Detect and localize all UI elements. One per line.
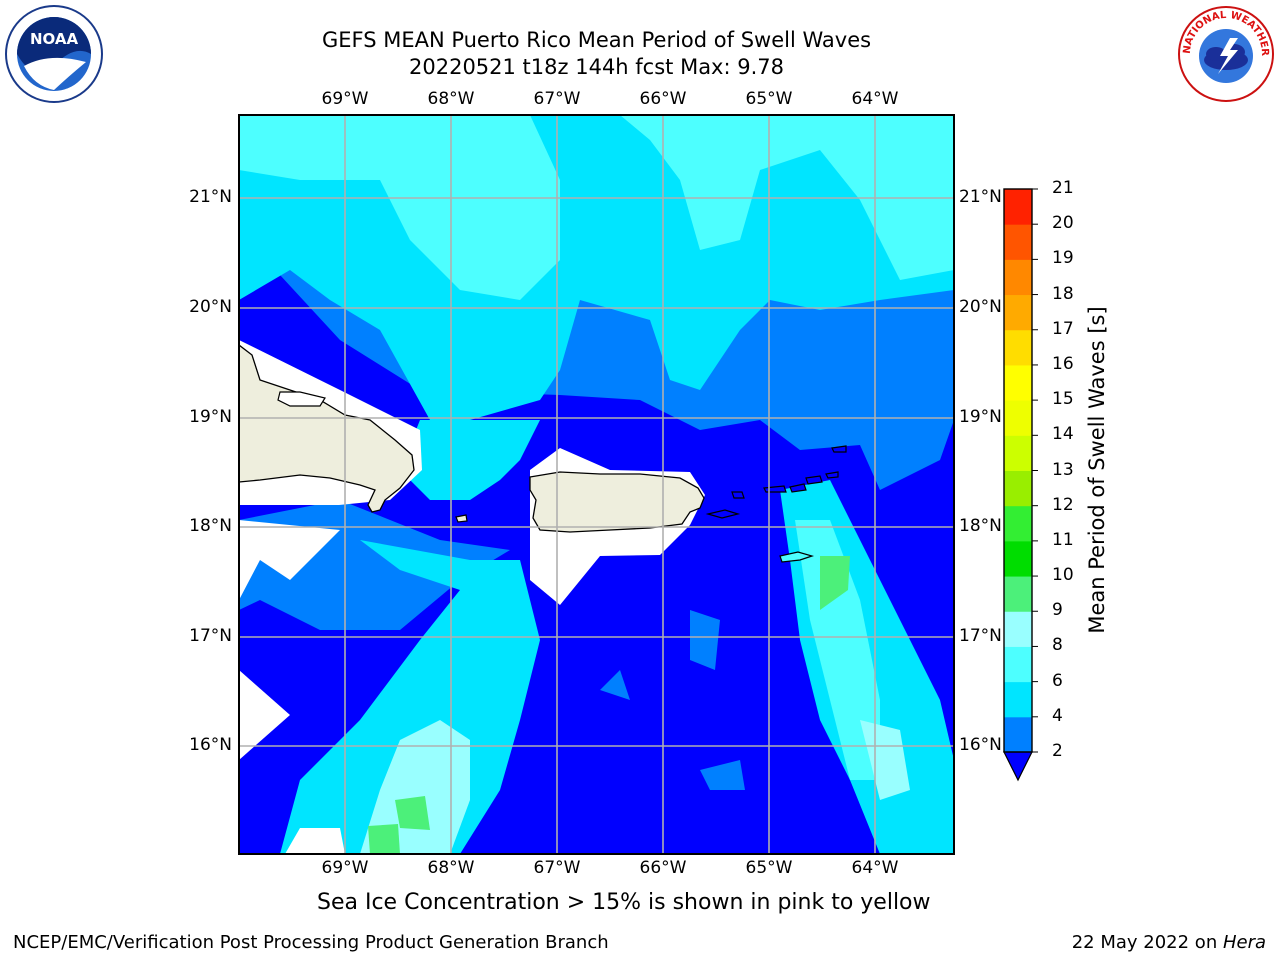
field-cyan-east-light: [795, 520, 880, 780]
lat-tick-right-18n: 18°N: [959, 516, 1002, 536]
footer-credit: NCEP/EMC/Verification Post Processing Pr…: [13, 932, 609, 953]
colorbar-tick-label: 12: [1052, 494, 1074, 515]
footer-date-text: 22 May 2022 on: [1071, 932, 1223, 953]
footer-date: 22 May 2022 on Hera: [1072, 932, 1266, 953]
colorbar-tick-label: 13: [1052, 459, 1074, 480]
colorbar-cell: [1004, 435, 1032, 471]
missing-data-sw: [239, 670, 290, 760]
colorbar-cell: [1004, 364, 1032, 401]
lon-tick-bottom-67w: 67°W: [533, 858, 581, 878]
colorbar-cell: [1004, 576, 1032, 612]
field-mid-blue-patch-1: [600, 670, 630, 700]
lon-tick-top-65w: 65°W: [745, 89, 793, 109]
colorbar-tick-label: 8: [1052, 635, 1063, 656]
swell-field: [239, 115, 954, 854]
samana-outline: [277, 391, 326, 407]
colorbar-cell: [1004, 540, 1032, 577]
missing-data-west: [239, 520, 340, 600]
colorbar-under-arrow: [1003, 751, 1033, 782]
colorbar-tick-label: 16: [1052, 353, 1074, 374]
colorbar-cell: [1004, 611, 1032, 647]
colorbar-tick-label: 11: [1052, 529, 1074, 550]
lon-tick-top-69w: 69°W: [321, 89, 369, 109]
lat-tick-right-16n: 16°N: [959, 735, 1002, 755]
tortola-island: [789, 483, 807, 493]
lat-tick-left-19n: 19°N: [189, 407, 232, 427]
colorbar-tick-label: 20: [1052, 213, 1074, 234]
lon-tick-bottom-69w: 69°W: [321, 858, 369, 878]
field-mid-blue-patch-3: [690, 610, 720, 670]
lon-tick-top-66w: 66°W: [639, 89, 687, 109]
lat-tick-left-16n: 16°N: [189, 735, 232, 755]
colorbar-tick-label: 19: [1052, 248, 1074, 269]
field-green-plume-1: [395, 796, 430, 830]
colorbar-cell: [1004, 505, 1032, 542]
map-frame: [238, 114, 955, 855]
anguilla-island: [831, 445, 847, 453]
virgin-gorda-island: [805, 475, 823, 485]
lon-tick-bottom-64w: 64°W: [851, 858, 899, 878]
lon-tick-top-64w: 64°W: [851, 89, 899, 109]
lat-tick-right-19n: 19°N: [959, 407, 1002, 427]
colorbar-tick-label: 9: [1052, 600, 1063, 621]
colorbar-cell: [1004, 294, 1032, 331]
noaa-logo: NOAA: [4, 4, 104, 104]
culebra-island: [731, 491, 745, 499]
colorbar-tick-label: 15: [1052, 389, 1074, 410]
lat-tick-right-17n: 17°N: [959, 626, 1002, 646]
field-cyan-light-ne: [620, 115, 954, 280]
noaa-logo-text: NOAA: [30, 30, 79, 48]
sea-ice-note-text: Sea Ice Concentration > 15% is shown in …: [317, 890, 931, 915]
lon-tick-bottom-65w: 65°W: [745, 858, 793, 878]
footer-system: Hera: [1222, 932, 1266, 953]
lat-tick-left-21n: 21°N: [189, 187, 232, 207]
colorbar-tick-label: 18: [1052, 283, 1074, 304]
colorbar-tick-label: 21: [1052, 178, 1074, 198]
nws-logo: NATIONAL WEATHER SERVICE: [1172, 0, 1276, 104]
colorbar-tick-label: 4: [1052, 705, 1063, 726]
field-pale-plume: [360, 720, 470, 854]
lon-tick-bottom-66w: 66°W: [639, 858, 687, 878]
colorbar-cell: [1004, 259, 1032, 296]
colorbar: [1003, 188, 1038, 782]
field-mid-blue-patch-2: [700, 760, 745, 790]
field-pale-east: [860, 720, 910, 800]
colorbar-cell: [1004, 329, 1032, 366]
colorbar-cell: [1004, 224, 1032, 260]
colorbar-cell: [1004, 470, 1032, 507]
lon-tick-top-68w: 68°W: [427, 89, 475, 109]
field-cyan-light-nw: [239, 115, 560, 300]
colorbar-tick-label: 6: [1052, 670, 1063, 691]
colorbar-tick-label: 2: [1052, 741, 1063, 761]
lon-tick-top-67w: 67°W: [533, 89, 581, 109]
lon-tick-bottom-68w: 68°W: [427, 858, 475, 878]
field-green-east: [820, 556, 850, 610]
colorbar-cell: [1004, 716, 1032, 753]
puerto-rico-land: [529, 471, 705, 533]
st-croix-island: [779, 551, 815, 563]
colorbar-cell: [1004, 646, 1032, 683]
colorbar-cell: [1004, 681, 1032, 718]
colorbar-tick-label: 14: [1052, 424, 1074, 445]
lat-tick-left-18n: 18°N: [189, 516, 232, 536]
colorbar-cell: [1004, 189, 1032, 225]
lat-tick-right-20n: 20°N: [959, 297, 1002, 317]
lat-tick-left-20n: 20°N: [189, 297, 232, 317]
lat-tick-right-21n: 21°N: [959, 187, 1002, 207]
colorbar-cell: [1004, 400, 1032, 436]
mona-island: [455, 514, 468, 523]
colorbar-label: Mean Period of Swell Waves [s]: [1085, 306, 1109, 634]
anegada-island: [825, 471, 839, 479]
chart-title: GEFS MEAN Puerto Rico Mean Period of Swe…: [321, 28, 872, 52]
chart-subtitle: 20220521 t18z 144h fcst Max: 9.78: [409, 55, 784, 79]
lat-tick-left-17n: 17°N: [189, 626, 232, 646]
colorbar-tick-label: 10: [1052, 565, 1074, 586]
missing-data-south: [285, 828, 345, 854]
vieques-island: [705, 509, 741, 519]
gridlines: [239, 115, 954, 854]
field-green-plume-2: [368, 824, 400, 854]
field-cyan-mona: [400, 420, 540, 500]
colorbar-tick-label: 17: [1052, 318, 1074, 339]
